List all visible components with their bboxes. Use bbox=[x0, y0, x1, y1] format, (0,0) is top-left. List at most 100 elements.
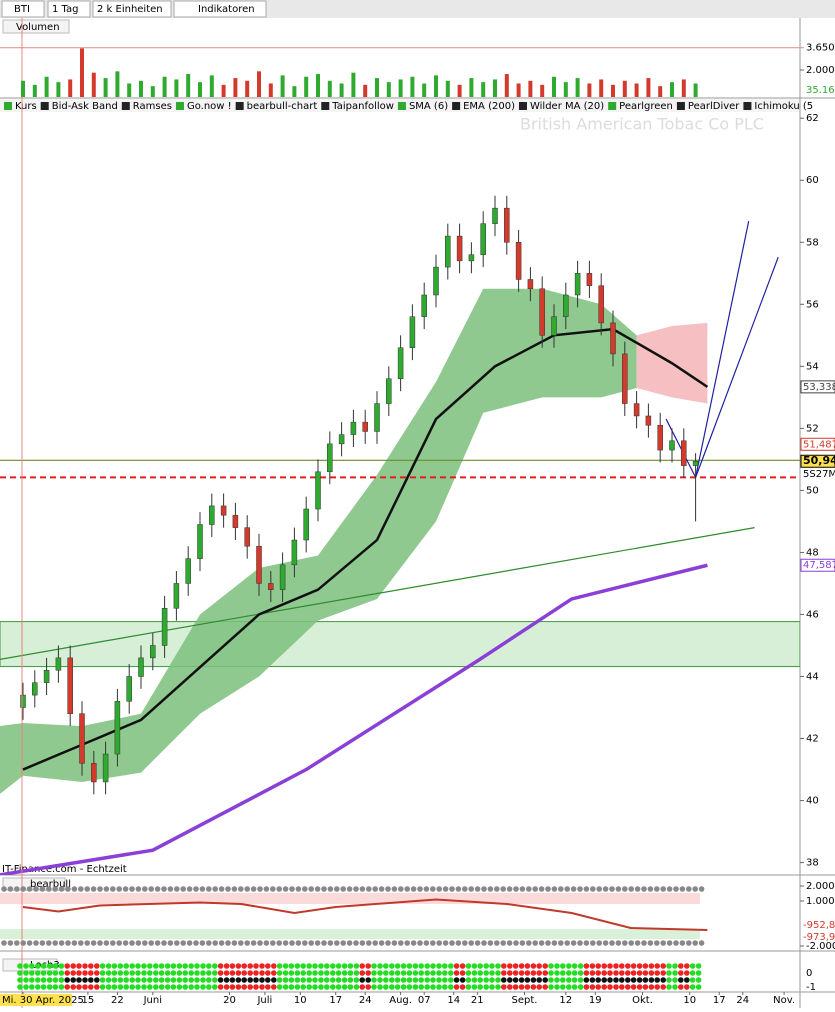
indicators[interactable]: Indikatoren bbox=[198, 4, 255, 15]
loch3-dot bbox=[76, 984, 82, 990]
loch3-dot bbox=[40, 963, 47, 969]
interval-box[interactable] bbox=[47, 0, 91, 18]
plot bbox=[0, 195, 800, 875]
candle-body bbox=[610, 322, 616, 355]
loch3-dot bbox=[436, 984, 442, 990]
indicator-swatch bbox=[321, 102, 330, 110]
bearbull-dot bbox=[161, 940, 167, 946]
loch3-dot bbox=[394, 984, 401, 990]
price-label: 51,487 bbox=[803, 439, 835, 450]
bearbull-dot bbox=[148, 940, 154, 946]
loch3-dot bbox=[259, 970, 265, 976]
loch3-dot bbox=[200, 970, 206, 976]
loch3-dot bbox=[111, 977, 118, 983]
indicator-label[interactable]: SMA (6) bbox=[409, 101, 448, 112]
loch3-dot bbox=[554, 970, 560, 976]
volume-bar bbox=[552, 76, 556, 97]
volume-tag bbox=[2, 19, 70, 34]
loch3-dot bbox=[459, 977, 466, 983]
loch3-dot bbox=[383, 963, 389, 969]
symbol-box[interactable] bbox=[1, 0, 45, 18]
indicator-label[interactable]: Wilder MA (20) bbox=[530, 101, 604, 112]
x-tick-label: Nov. bbox=[773, 995, 795, 1006]
indicator-label[interactable]: Go.now ! bbox=[187, 101, 232, 112]
watermark: British American Tobac Co PLC bbox=[520, 115, 764, 134]
indicator-label[interactable]: Ramses bbox=[133, 101, 172, 112]
candle-body bbox=[645, 415, 652, 426]
indicator-label[interactable]: Kurs bbox=[15, 101, 37, 112]
loch3-dot bbox=[247, 984, 253, 990]
loch3-dot bbox=[501, 977, 507, 983]
units[interactable]: 2 k Einheiten bbox=[97, 4, 163, 15]
loch3-dot bbox=[164, 970, 171, 976]
loch3-dot bbox=[194, 963, 200, 969]
bearbull-dot bbox=[545, 886, 551, 892]
bearbull-dot bbox=[52, 940, 58, 946]
loch3-dot bbox=[436, 977, 442, 983]
loch3-dot bbox=[465, 984, 472, 990]
loch3-dot bbox=[271, 984, 277, 990]
indicator-label[interactable]: Ichimoku (5 bbox=[754, 101, 813, 112]
volume-bar bbox=[21, 80, 25, 97]
candle-body bbox=[173, 583, 180, 609]
bearbull-dot bbox=[545, 940, 551, 946]
bearbull-dot bbox=[180, 886, 186, 892]
indicator-label[interactable]: PearlDiver bbox=[688, 101, 740, 112]
loch3-dot bbox=[82, 963, 88, 969]
loch3-dot bbox=[353, 977, 360, 983]
bearbull-dot bbox=[596, 886, 602, 892]
bearbull-dot bbox=[276, 886, 283, 892]
bearbull-dot bbox=[551, 886, 558, 892]
bearbull-dot bbox=[398, 886, 404, 892]
loch3-dot bbox=[394, 970, 401, 976]
loch3-dot bbox=[471, 984, 478, 990]
volume-bar bbox=[103, 78, 108, 97]
bearbull-tick-label: 1.000 bbox=[806, 896, 835, 907]
loch3-dot bbox=[465, 977, 472, 983]
bearbull-dot bbox=[436, 886, 443, 892]
loch3-dot bbox=[400, 970, 407, 976]
bearbull-dot bbox=[660, 940, 666, 946]
candle-body bbox=[244, 527, 250, 547]
loch3-dot bbox=[430, 977, 436, 983]
bearbull-dot bbox=[218, 886, 225, 892]
loch3-dot bbox=[335, 984, 342, 990]
bearbull-dot bbox=[583, 940, 590, 946]
loch3-dot bbox=[459, 963, 466, 969]
bearbull-dot bbox=[199, 886, 206, 892]
timer: 5S27M bbox=[803, 469, 835, 480]
bearbull-dot bbox=[430, 940, 436, 946]
bearbull-dot bbox=[97, 940, 103, 946]
volume-tick-label: 3.650k bbox=[806, 43, 835, 54]
volume-bar bbox=[622, 80, 627, 97]
bearbull-dot bbox=[622, 940, 628, 946]
loch3-dot bbox=[76, 977, 82, 983]
bearbull-dot bbox=[135, 940, 142, 946]
loch3-dot bbox=[282, 970, 289, 976]
loch3-dot bbox=[371, 977, 377, 983]
volume-bar bbox=[162, 76, 167, 97]
indicators-box[interactable] bbox=[173, 0, 267, 18]
indicator-swatch bbox=[518, 102, 527, 110]
bearbull-dot bbox=[78, 940, 84, 946]
indicator-label[interactable]: Bid-Ask Band bbox=[52, 101, 118, 112]
bearbull-dot bbox=[468, 886, 475, 892]
y-tick-label: 56 bbox=[806, 299, 819, 310]
interval[interactable]: 1 Tag bbox=[52, 4, 78, 15]
indicator-label[interactable]: EMA (200) bbox=[463, 101, 515, 112]
bearbull-dot bbox=[404, 886, 411, 892]
indicator-label[interactable]: Pearlgreen bbox=[619, 101, 673, 112]
loch3-dot bbox=[394, 963, 401, 969]
bearbull-dot bbox=[564, 940, 570, 946]
bearbull-dot bbox=[346, 886, 353, 892]
bearbull-dot bbox=[122, 940, 129, 946]
loch3-dot bbox=[276, 977, 283, 983]
loch3-dot bbox=[46, 984, 53, 990]
indicator-label[interactable]: Taipanfollow bbox=[331, 101, 394, 112]
loch3-dot bbox=[282, 977, 289, 983]
price-label-box bbox=[800, 437, 835, 451]
symbol[interactable]: BTI bbox=[14, 4, 30, 15]
indicator-label[interactable]: bearbull-chart bbox=[247, 101, 318, 112]
bearbull-dot bbox=[340, 886, 347, 892]
units-box[interactable] bbox=[92, 0, 172, 18]
